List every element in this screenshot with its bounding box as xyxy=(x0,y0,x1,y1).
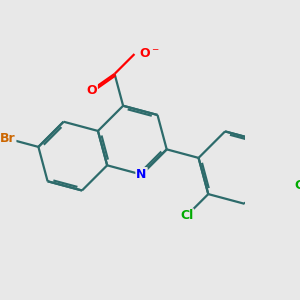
Text: Cl: Cl xyxy=(180,209,193,222)
Text: O$^-$: O$^-$ xyxy=(139,47,160,60)
Text: Cl: Cl xyxy=(294,179,300,192)
Text: Br: Br xyxy=(0,132,15,145)
Text: N: N xyxy=(136,168,147,181)
Text: O: O xyxy=(86,83,97,97)
